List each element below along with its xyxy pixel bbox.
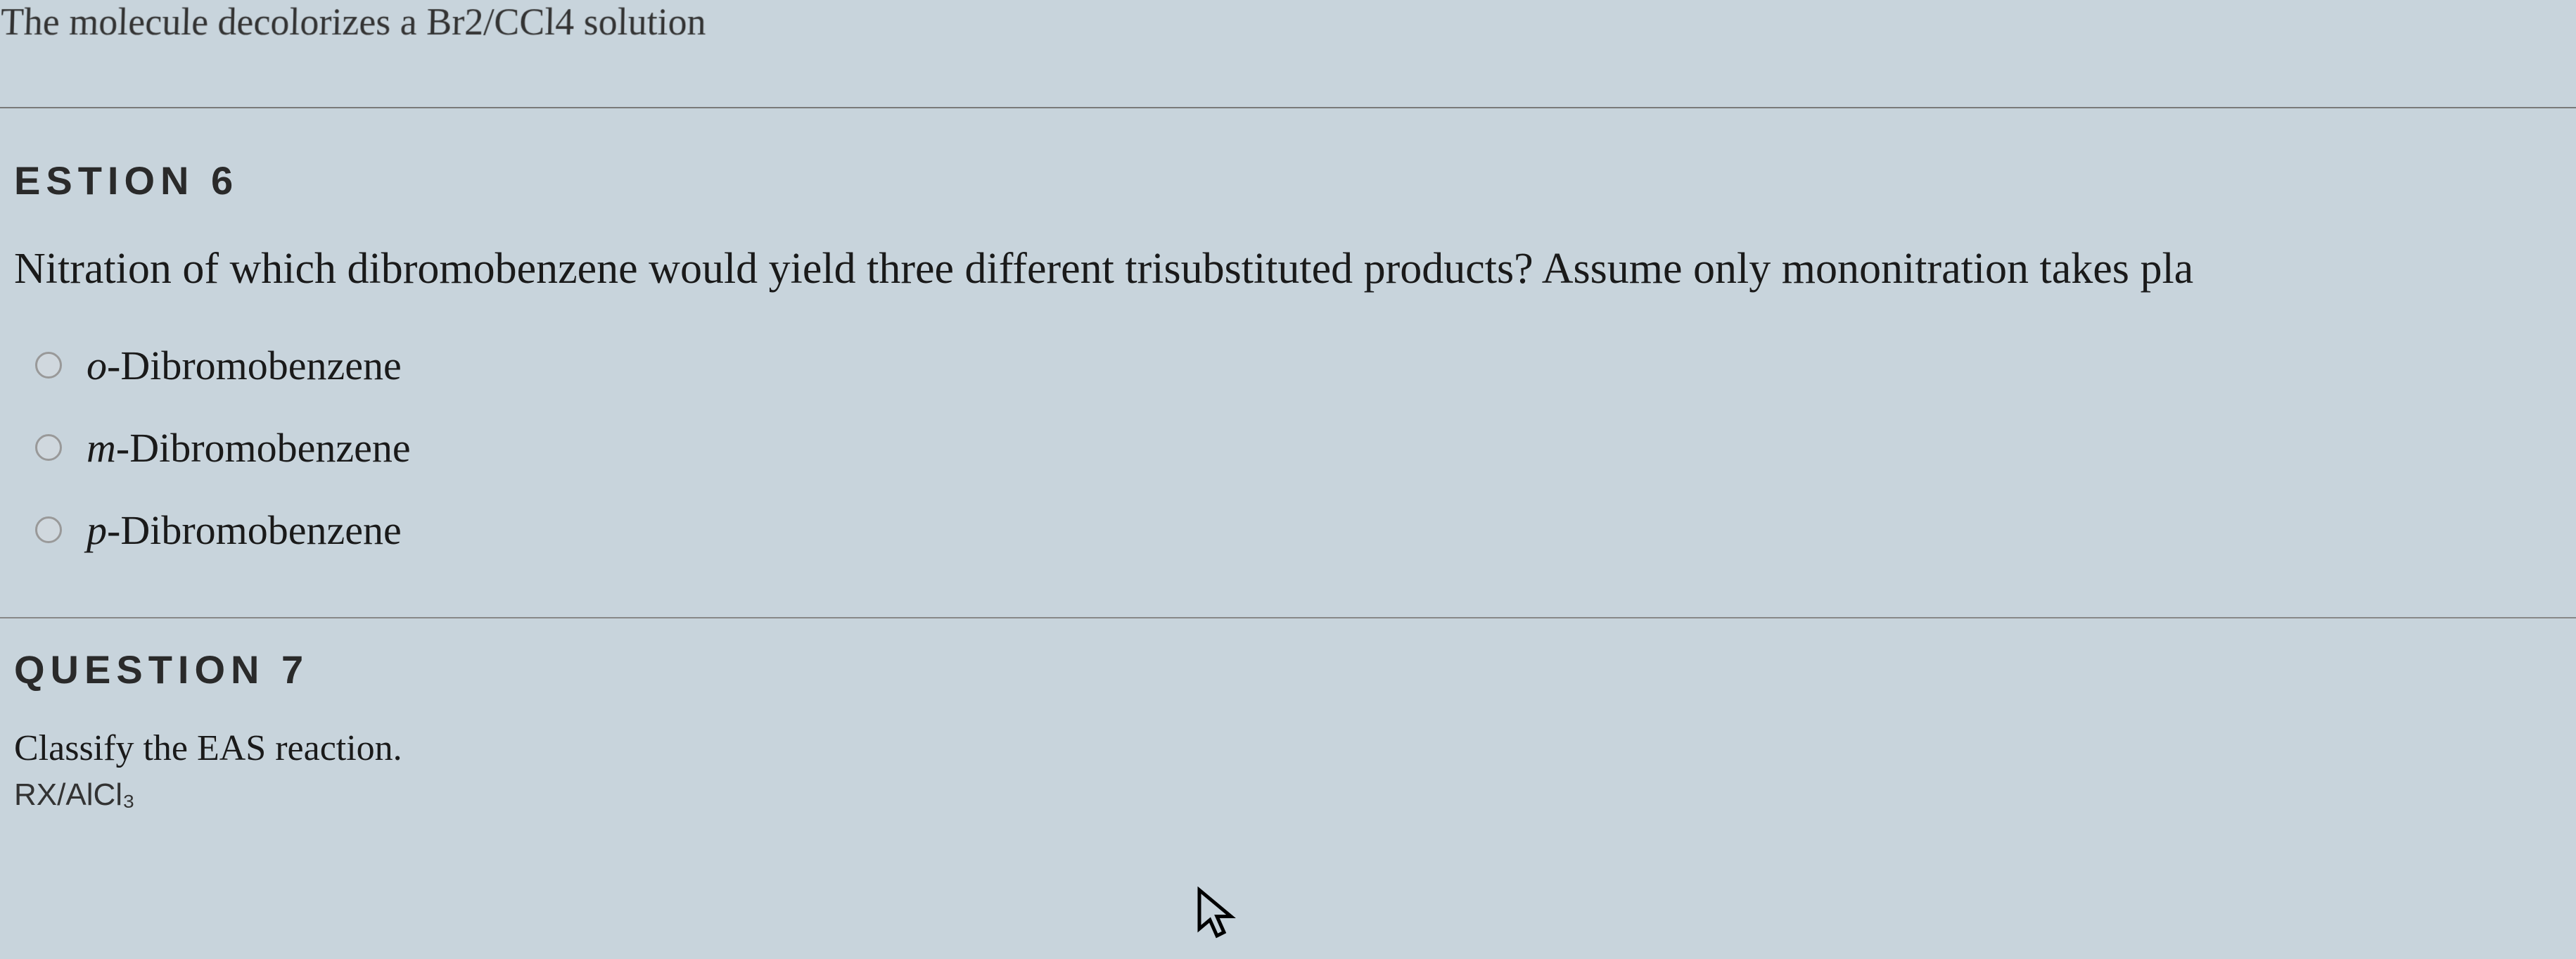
question-6-block: ESTION 6 Nitration of which dibromobenze… xyxy=(0,129,2576,618)
option-prefix: p xyxy=(87,507,107,553)
option-label-p: p-Dibromobenzene xyxy=(87,507,402,554)
option-row-o[interactable]: o-Dibromobenzene xyxy=(14,342,2562,389)
previous-question-text: The molecule decolorizes a Br2/CCl4 solu… xyxy=(0,0,2576,86)
option-suffix: -Dibromobenzene xyxy=(116,425,411,471)
radio-icon[interactable] xyxy=(35,352,62,379)
option-prefix: m xyxy=(87,425,116,471)
question-7-cutoff: RX/AlCl₃ xyxy=(14,777,2562,813)
mouse-cursor-icon xyxy=(1196,887,1238,955)
option-suffix: -Dibromobenzene xyxy=(107,507,402,553)
option-suffix: -Dibromobenzene xyxy=(107,343,402,388)
radio-icon[interactable] xyxy=(35,516,62,543)
radio-icon[interactable] xyxy=(35,434,62,461)
option-label-m: m-Dibromobenzene xyxy=(87,424,411,471)
question-7-heading: QUESTION 7 xyxy=(14,647,2562,692)
option-row-p[interactable]: p-Dibromobenzene xyxy=(14,507,2562,554)
question-7-block: QUESTION 7 Classify the EAS reaction. RX… xyxy=(0,618,2576,813)
question-divider xyxy=(0,107,2576,108)
option-label-o: o-Dibromobenzene xyxy=(87,342,402,389)
question-6-text: Nitration of which dibromobenzene would … xyxy=(14,239,2562,300)
option-row-m[interactable]: m-Dibromobenzene xyxy=(14,424,2562,471)
question-7-text: Classify the EAS reaction. xyxy=(14,728,2562,769)
option-prefix: o xyxy=(87,343,107,388)
question-6-heading: ESTION 6 xyxy=(14,158,2562,203)
